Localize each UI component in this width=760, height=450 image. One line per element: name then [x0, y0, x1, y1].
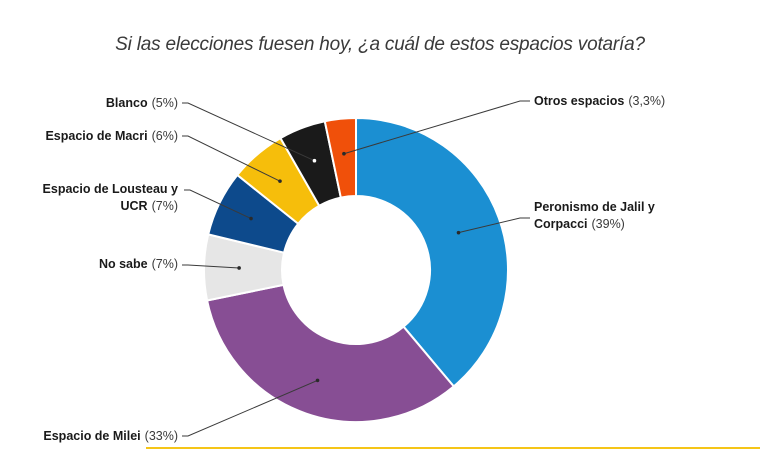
slice-label: Otros espacios (3,3%) [534, 94, 665, 108]
slice-label: Peronismo de Jalil y Corpacci (39%) [534, 200, 655, 231]
leader-line [182, 378, 320, 437]
bottom-divider [146, 447, 760, 449]
slice-peronismo-de-jalil-y-corpacci [355, 116, 509, 388]
slice-otros-espacios [323, 116, 357, 199]
leader-line [182, 102, 317, 163]
leader-line [182, 135, 282, 183]
leader-line [182, 264, 241, 270]
leader-line [184, 189, 253, 221]
slice-label: No sabe (7%) [99, 257, 178, 271]
slice-espacio-de-milei [205, 283, 456, 423]
leader-line [342, 100, 530, 156]
slice-label: Espacio de Macri (6%) [45, 129, 178, 143]
slice-label: Espacio de Lousteau y UCR (7%) [43, 182, 179, 213]
leader-line [456, 217, 530, 235]
slice-label: Blanco (5%) [106, 96, 178, 110]
chart-title: Si las elecciones fuesen hoy, ¿a cuál de… [115, 34, 645, 55]
slice-label: Espacio de Milei (33%) [43, 429, 178, 443]
